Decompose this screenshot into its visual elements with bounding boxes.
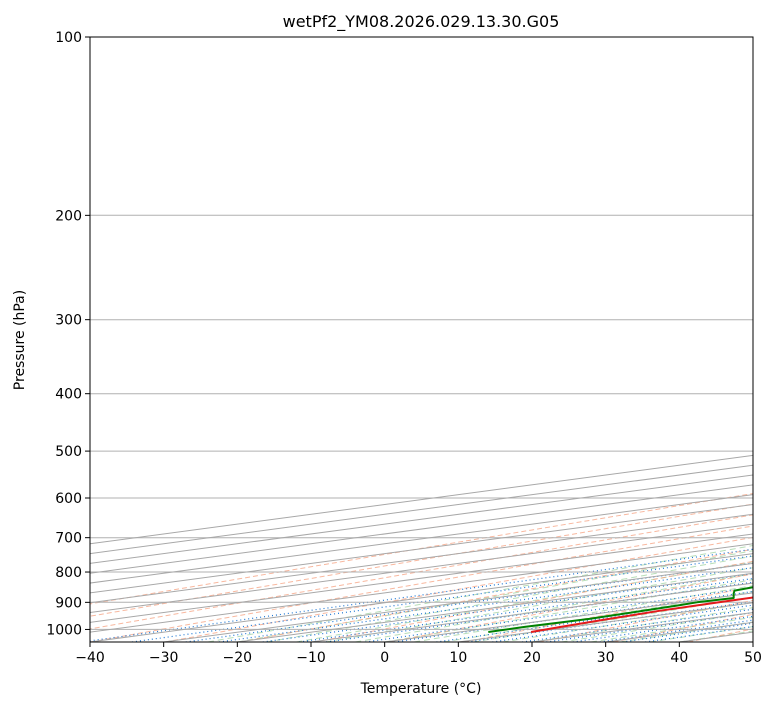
isotherm-line <box>90 494 753 584</box>
dry-adiabat-line <box>239 548 753 642</box>
x-axis-label: Temperature (°C) <box>360 681 482 697</box>
x-axis-ticks: −40 −30 −20 −10 0 10 20 30 40 50 <box>75 642 762 666</box>
y-tick-label: 900 <box>55 595 82 611</box>
x-tick-label: −40 <box>75 650 105 666</box>
isotherm-line <box>90 484 753 574</box>
y-tick-label: 500 <box>55 444 82 460</box>
y-axis-ticks: 100 200 300 400 500 600 700 800 900 1000 <box>46 30 90 638</box>
mixing-ratio-line <box>436 596 753 642</box>
y-tick-label: 600 <box>55 491 82 507</box>
x-tick-label: 0 <box>380 650 389 666</box>
isotherm-line <box>90 464 753 555</box>
y-tick-label: 200 <box>55 208 82 224</box>
isotherm-line <box>90 523 753 614</box>
x-tick-label: −30 <box>149 650 179 666</box>
plot-frame <box>89 36 754 643</box>
moist-adiabat-line <box>384 579 753 642</box>
moist-adiabat-line <box>266 555 753 642</box>
y-axis-label: Pressure (hPa) <box>12 290 28 390</box>
moist-adiabat-line <box>296 561 753 642</box>
y-tick-label: 1000 <box>46 622 82 638</box>
moist-adiabat-line <box>237 550 753 642</box>
x-tick-label: 20 <box>523 650 541 666</box>
x-tick-label: 40 <box>670 650 688 666</box>
x-tick-label: 10 <box>449 650 467 666</box>
moist-adiabat-line <box>207 545 753 642</box>
isotherm-line <box>90 454 753 545</box>
dry-adiabat-line <box>389 573 753 642</box>
y-tick-label: 400 <box>55 387 82 403</box>
pressure-gridlines <box>90 37 753 630</box>
y-tick-label: 800 <box>55 565 82 581</box>
chart-title: wetPf2_YM08.2026.029.13.30.G05 <box>283 12 560 32</box>
x-tick-label: −20 <box>223 650 253 666</box>
isotherm-line <box>90 513 753 604</box>
skewed-isotherms <box>90 454 753 642</box>
isotherm-line <box>90 503 753 594</box>
x-tick-label: 50 <box>744 650 762 666</box>
x-tick-label: −10 <box>296 650 326 666</box>
x-tick-label: 30 <box>597 650 615 666</box>
y-tick-label: 700 <box>55 531 82 547</box>
y-tick-label: 100 <box>55 30 82 46</box>
y-tick-label: 300 <box>55 313 82 329</box>
mixing-ratio-line <box>365 586 753 642</box>
dry-adiabat-line <box>90 525 753 642</box>
isotherm-line <box>90 533 753 623</box>
isotherm-line <box>90 474 753 564</box>
